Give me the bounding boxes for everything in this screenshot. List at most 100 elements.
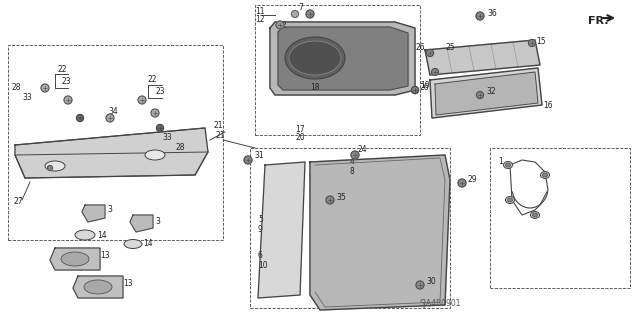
Text: FR.: FR. bbox=[588, 16, 609, 26]
Circle shape bbox=[157, 124, 163, 131]
Text: 31: 31 bbox=[254, 151, 264, 160]
Text: 18: 18 bbox=[310, 84, 319, 93]
Text: 5: 5 bbox=[258, 216, 263, 225]
Ellipse shape bbox=[506, 197, 515, 204]
Ellipse shape bbox=[506, 163, 511, 167]
Polygon shape bbox=[425, 40, 540, 75]
Text: 11: 11 bbox=[255, 8, 264, 17]
Circle shape bbox=[529, 40, 536, 47]
Text: 27: 27 bbox=[14, 197, 24, 206]
Circle shape bbox=[477, 92, 483, 99]
Text: 14: 14 bbox=[143, 240, 152, 249]
Bar bbox=[490, 148, 630, 288]
Polygon shape bbox=[73, 276, 123, 298]
Bar bbox=[8, 45, 223, 240]
Text: 14: 14 bbox=[97, 231, 107, 240]
Text: 3: 3 bbox=[155, 218, 160, 226]
Text: 7: 7 bbox=[298, 4, 303, 12]
Ellipse shape bbox=[75, 230, 95, 240]
Circle shape bbox=[458, 179, 466, 187]
Ellipse shape bbox=[289, 41, 341, 75]
Bar bbox=[255, 5, 420, 135]
Circle shape bbox=[64, 96, 72, 104]
Text: 17: 17 bbox=[295, 125, 305, 135]
Circle shape bbox=[151, 109, 159, 117]
Polygon shape bbox=[270, 22, 415, 95]
Circle shape bbox=[476, 12, 484, 20]
Circle shape bbox=[47, 166, 52, 170]
Circle shape bbox=[244, 156, 252, 164]
Circle shape bbox=[276, 21, 284, 29]
Text: 21: 21 bbox=[215, 130, 225, 139]
Circle shape bbox=[291, 11, 298, 18]
Text: 2: 2 bbox=[282, 20, 287, 29]
Ellipse shape bbox=[61, 252, 89, 266]
Polygon shape bbox=[258, 162, 305, 298]
Text: 15: 15 bbox=[536, 38, 546, 47]
Bar bbox=[250, 148, 450, 308]
Text: 22: 22 bbox=[148, 76, 157, 85]
Ellipse shape bbox=[543, 173, 547, 177]
Text: 1: 1 bbox=[498, 158, 503, 167]
Text: 19: 19 bbox=[420, 80, 429, 90]
Polygon shape bbox=[430, 68, 542, 118]
Ellipse shape bbox=[508, 198, 513, 202]
Text: 12: 12 bbox=[255, 16, 264, 25]
Circle shape bbox=[138, 96, 146, 104]
Ellipse shape bbox=[45, 161, 65, 171]
Text: 32: 32 bbox=[486, 87, 495, 97]
Ellipse shape bbox=[532, 213, 538, 217]
Polygon shape bbox=[50, 248, 100, 270]
Text: 26: 26 bbox=[415, 43, 424, 53]
Polygon shape bbox=[278, 27, 408, 90]
Text: 9: 9 bbox=[258, 226, 263, 234]
Text: 4: 4 bbox=[350, 158, 355, 167]
Text: SJA4B0901: SJA4B0901 bbox=[420, 299, 461, 308]
Text: 16: 16 bbox=[543, 100, 552, 109]
Polygon shape bbox=[130, 215, 153, 232]
Text: 23: 23 bbox=[155, 87, 164, 97]
Ellipse shape bbox=[124, 240, 142, 249]
Circle shape bbox=[77, 115, 83, 122]
Circle shape bbox=[351, 151, 359, 159]
Ellipse shape bbox=[504, 161, 513, 168]
Polygon shape bbox=[435, 72, 538, 115]
Text: 23: 23 bbox=[62, 78, 72, 86]
Text: 28: 28 bbox=[12, 84, 22, 93]
Text: 3: 3 bbox=[107, 205, 112, 214]
Circle shape bbox=[412, 86, 419, 93]
Text: 29: 29 bbox=[468, 175, 477, 184]
Polygon shape bbox=[15, 128, 208, 178]
Polygon shape bbox=[82, 205, 105, 222]
Ellipse shape bbox=[531, 211, 540, 219]
Text: 35: 35 bbox=[336, 194, 346, 203]
Text: 30: 30 bbox=[426, 278, 436, 286]
Text: 33: 33 bbox=[22, 93, 32, 102]
Text: 22: 22 bbox=[58, 65, 67, 75]
Text: 13: 13 bbox=[123, 278, 132, 287]
Ellipse shape bbox=[84, 280, 112, 294]
Circle shape bbox=[431, 69, 438, 76]
Text: 20: 20 bbox=[295, 133, 305, 143]
Text: 25: 25 bbox=[445, 43, 454, 53]
Circle shape bbox=[306, 10, 314, 18]
Ellipse shape bbox=[145, 150, 165, 160]
Text: 6: 6 bbox=[258, 250, 263, 259]
Text: 10: 10 bbox=[258, 261, 268, 270]
Polygon shape bbox=[310, 155, 450, 310]
Text: 33: 33 bbox=[162, 133, 172, 143]
Text: 24: 24 bbox=[358, 145, 367, 154]
Ellipse shape bbox=[541, 172, 550, 179]
Text: 36: 36 bbox=[487, 9, 497, 18]
Text: 13: 13 bbox=[100, 250, 109, 259]
Circle shape bbox=[416, 281, 424, 289]
Text: 28: 28 bbox=[175, 144, 184, 152]
Circle shape bbox=[326, 196, 334, 204]
Text: 34: 34 bbox=[108, 108, 118, 116]
Text: 21: 21 bbox=[213, 121, 223, 130]
Text: 8: 8 bbox=[350, 167, 355, 176]
Circle shape bbox=[41, 84, 49, 92]
Text: 26: 26 bbox=[420, 84, 429, 93]
Circle shape bbox=[426, 49, 433, 56]
Circle shape bbox=[106, 114, 114, 122]
